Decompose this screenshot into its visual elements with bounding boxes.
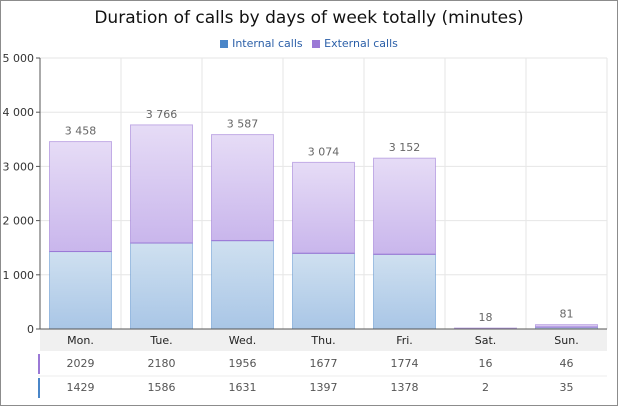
table-cell: 46 — [559, 357, 574, 370]
chart-legend: Internal calls External calls — [0, 37, 618, 51]
table-row-external: 2029 2180 1956 1677 1774 16 46 — [38, 352, 607, 376]
bar-external — [130, 124, 193, 244]
bar-external — [211, 134, 274, 242]
y-tick-label: 5 000 — [3, 52, 35, 65]
y-tick-label: 1 000 — [3, 269, 35, 282]
legend-swatch-external — [312, 39, 321, 48]
table-cell: 1397 — [309, 381, 338, 394]
x-category-label: Sun. — [554, 334, 578, 347]
table-row-internal: 1429 1586 1631 1397 1378 2 35 — [38, 376, 607, 400]
bar-external — [49, 141, 112, 253]
x-category-label: Mon. — [67, 334, 94, 347]
table-cell: 1677 — [309, 357, 338, 370]
total-label: 3 152 — [389, 141, 421, 154]
y-tick-label: 2 000 — [3, 215, 35, 228]
x-category-label: Fri. — [396, 334, 413, 347]
x-category-label: Thu. — [310, 334, 335, 347]
legend-item-external[interactable]: External calls — [312, 37, 398, 50]
legend-swatch-internal — [220, 39, 229, 48]
table-cell: 1631 — [228, 381, 257, 394]
table-row-marker-internal — [38, 378, 40, 398]
bar-internal — [49, 251, 112, 330]
y-tick-label: 0 — [27, 323, 34, 336]
bar-internal — [211, 240, 274, 330]
x-category-label: Wed. — [229, 334, 256, 347]
legend-label-internal: Internal calls — [232, 37, 303, 50]
table-cell: 1429 — [66, 381, 95, 394]
total-label: 18 — [479, 311, 493, 324]
bar-external — [373, 157, 436, 255]
table-cell: 2180 — [147, 357, 176, 370]
table-cell: 35 — [559, 381, 574, 394]
bar-internal — [373, 253, 436, 330]
total-label: 3 587 — [227, 118, 259, 131]
total-label: 3 766 — [146, 108, 178, 121]
total-label: 81 — [560, 308, 574, 321]
table-cell: 1378 — [390, 381, 419, 394]
legend-item-internal[interactable]: Internal calls — [220, 37, 303, 50]
chart-title: Duration of calls by days of week totall… — [94, 8, 524, 28]
table-cell: 2029 — [66, 357, 95, 370]
table-cell: 1774 — [390, 357, 419, 370]
y-tick-label: 4 000 — [3, 106, 35, 119]
table-cell: 16 — [478, 357, 493, 370]
table-cell: 2 — [482, 381, 489, 394]
bar-external — [292, 161, 355, 254]
x-category-label: Tue. — [149, 334, 172, 347]
table-row-marker-external — [38, 354, 40, 374]
legend-label-external: External calls — [324, 37, 398, 50]
category-band — [40, 329, 607, 351]
x-category-label: Sat. — [475, 334, 497, 347]
total-label: 3 458 — [65, 125, 97, 138]
table-cell: 1956 — [228, 357, 257, 370]
total-label: 3 074 — [308, 145, 340, 158]
bar-internal — [130, 242, 193, 330]
table-cell: 1586 — [147, 381, 176, 394]
bar-internal — [292, 252, 355, 330]
y-tick-label: 3 000 — [3, 160, 35, 173]
